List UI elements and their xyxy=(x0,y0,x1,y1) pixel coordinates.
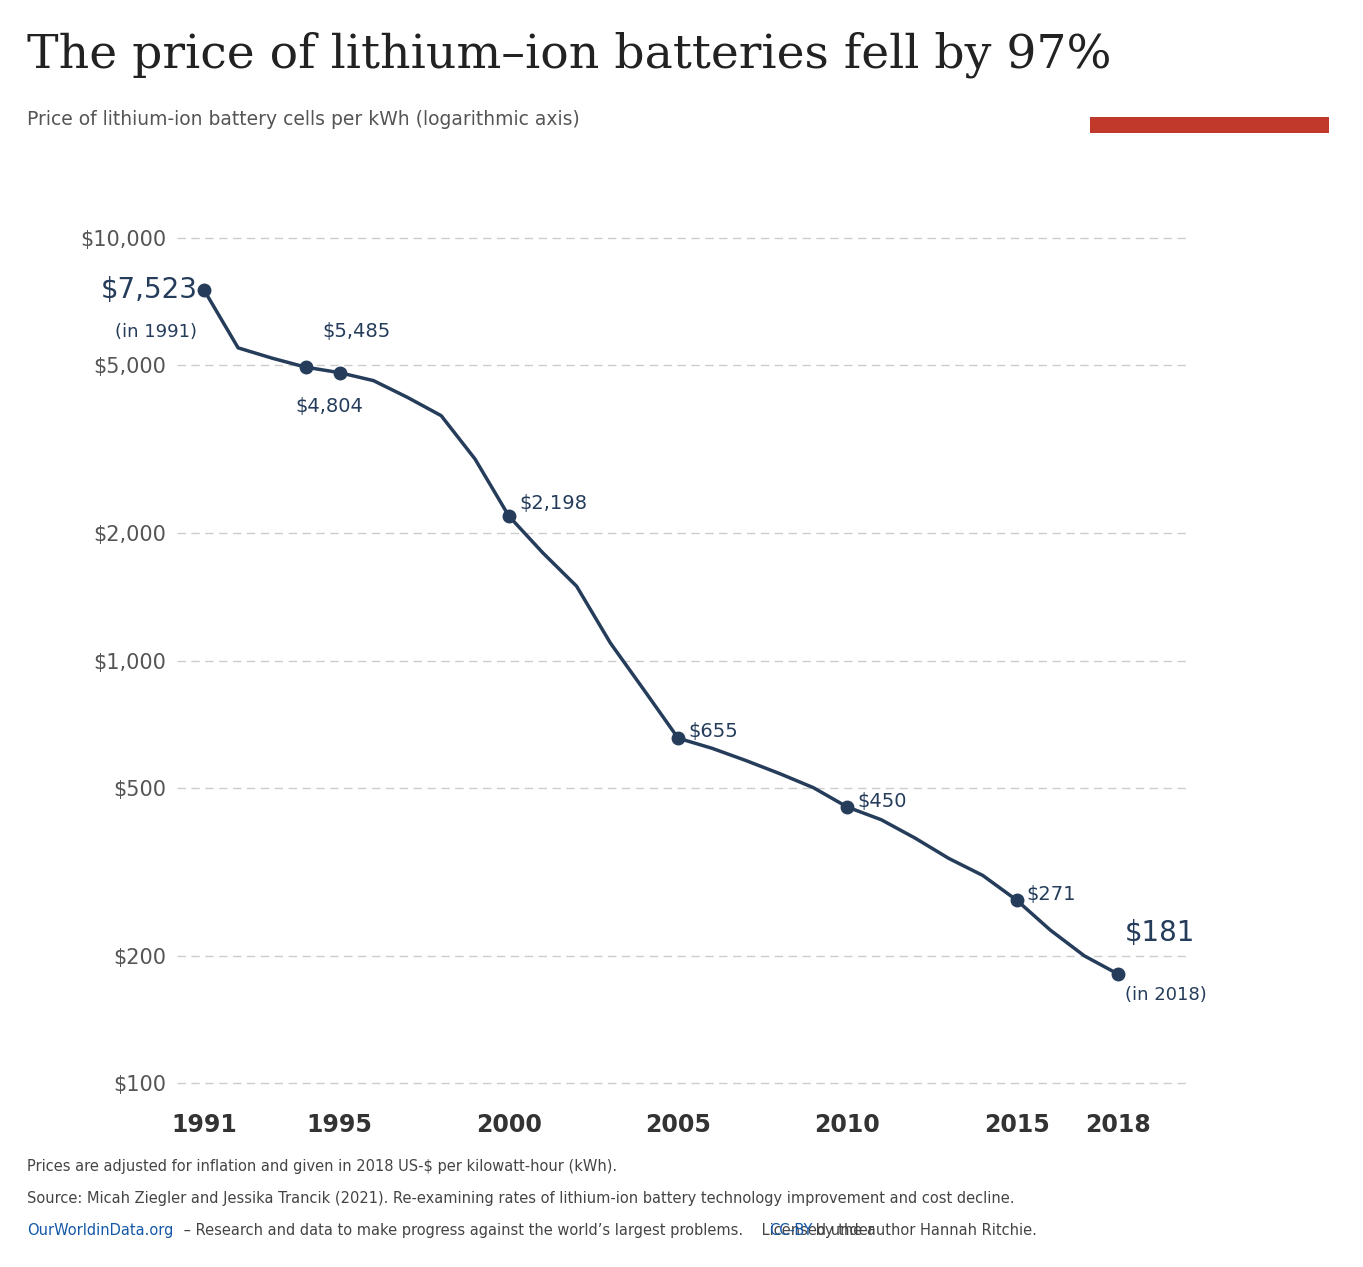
Text: (in 2018): (in 2018) xyxy=(1124,986,1206,1003)
Text: $2,198: $2,198 xyxy=(519,494,587,513)
Text: $655: $655 xyxy=(688,722,737,741)
Bar xyxy=(1090,118,1329,133)
Text: by the author Hannah Ritchie.: by the author Hannah Ritchie. xyxy=(811,1223,1037,1238)
Text: Our World: Our World xyxy=(1150,46,1269,65)
Text: $450: $450 xyxy=(857,792,906,811)
Text: Price of lithium-ion battery cells per kWh (logarithmic axis): Price of lithium-ion battery cells per k… xyxy=(27,110,581,129)
Text: – Research and data to make progress against the world’s largest problems.    Li: – Research and data to make progress aga… xyxy=(180,1223,879,1238)
Text: $7,523: $7,523 xyxy=(101,276,198,304)
Text: The price of lithium–ion batteries fell by 97%: The price of lithium–ion batteries fell … xyxy=(27,32,1112,79)
Text: OurWorldinData.org: OurWorldinData.org xyxy=(27,1223,173,1238)
Text: in Data: in Data xyxy=(1168,81,1251,100)
Text: $4,804: $4,804 xyxy=(296,398,364,417)
Text: $271: $271 xyxy=(1026,884,1077,903)
Text: CC-BY: CC-BY xyxy=(769,1223,812,1238)
Text: $5,485: $5,485 xyxy=(323,322,391,341)
Text: $181: $181 xyxy=(1124,919,1195,946)
Text: (in 1991): (in 1991) xyxy=(116,323,198,341)
Text: Prices are adjusted for inflation and given in 2018 US-$ per kilowatt-hour (kWh): Prices are adjusted for inflation and gi… xyxy=(27,1159,617,1175)
Text: Source: Micah Ziegler and Jessika Trancik (2021). Re-examining rates of lithium-: Source: Micah Ziegler and Jessika Tranci… xyxy=(27,1191,1015,1206)
